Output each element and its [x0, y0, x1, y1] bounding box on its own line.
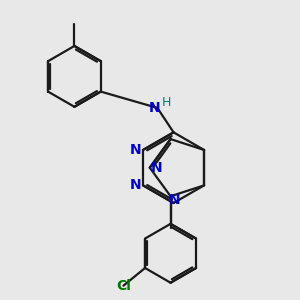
Text: N: N — [129, 143, 141, 157]
Text: N: N — [151, 161, 163, 175]
Text: N: N — [129, 178, 141, 192]
Text: H: H — [161, 97, 171, 110]
Text: N: N — [169, 193, 180, 207]
Text: N: N — [148, 101, 160, 115]
Text: Cl: Cl — [116, 279, 131, 293]
